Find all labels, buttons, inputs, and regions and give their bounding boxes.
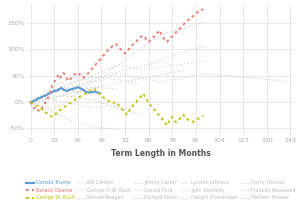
X-axis label: Term Length in Months: Term Length in Months <box>111 149 210 158</box>
Legend: Donald Trump, Barack Obama, George W. Bush, Bill Clinton, George H.W. Bush, Rona: Donald Trump, Barack Obama, George W. Bu… <box>24 178 297 202</box>
